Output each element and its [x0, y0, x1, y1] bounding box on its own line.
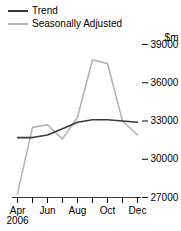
svg-text:Aug: Aug — [69, 205, 87, 216]
svg-text:30000: 30000 — [151, 153, 179, 164]
html-text:Trend: Trend — [32, 5, 58, 16]
svg-text:Dec: Dec — [129, 205, 147, 216]
html-text:Seasonally Adjusted: Seasonally Adjusted — [32, 18, 123, 29]
svg-text:Jun: Jun — [39, 205, 55, 216]
svg-text:Oct: Oct — [100, 205, 116, 216]
svg-text:39000: 39000 — [150, 38, 179, 50]
svg-text:36000: 36000 — [151, 77, 179, 88]
svg-text:$m: $m — [165, 32, 179, 43]
svg-text:27000: 27000 — [151, 192, 179, 203]
svg-text:33000: 33000 — [151, 115, 179, 126]
svg-text:Apr2006: Apr2006 — [6, 205, 29, 226]
